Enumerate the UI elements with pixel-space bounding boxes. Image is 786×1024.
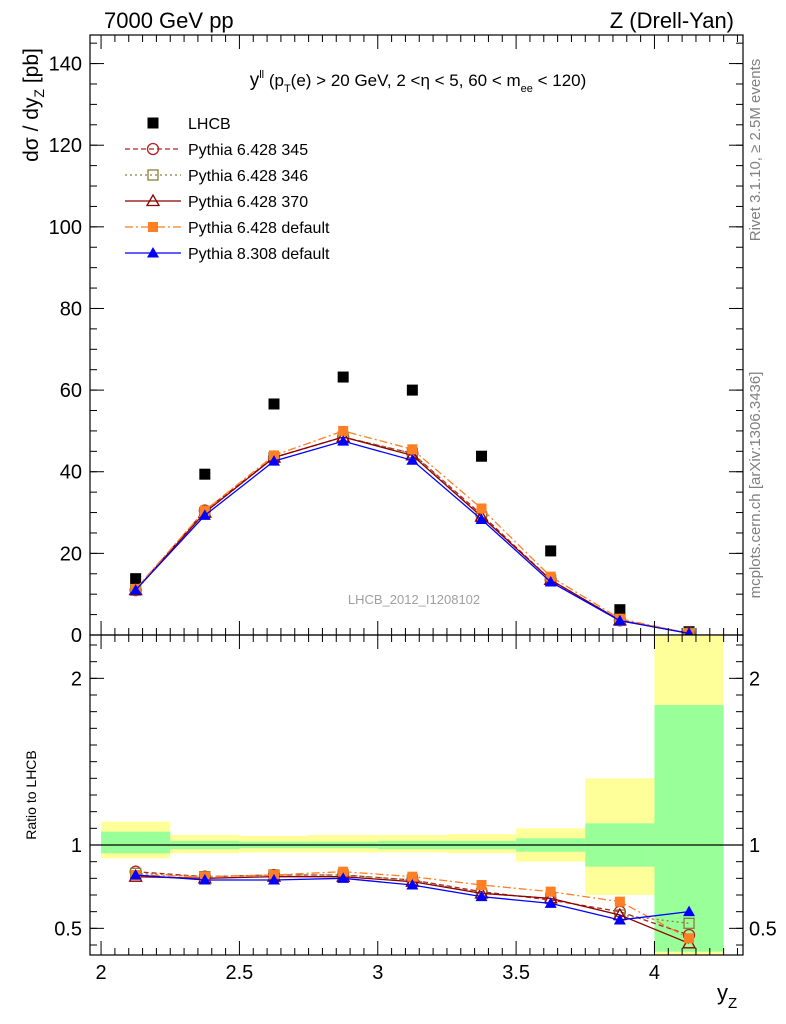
data-point-data <box>545 545 557 557</box>
ratio-point-p8 <box>406 879 419 890</box>
x-tick-label: 4 <box>649 962 660 984</box>
ratio-panel: 0.5 0.5 1 1 2 2 2 2.5 3 3.5 4 Ratio to LHCB yZ <box>23 634 777 1012</box>
legend-entry-data: LHCB <box>147 116 231 133</box>
y-tick-label: 1 <box>71 835 82 857</box>
y-tick-label: 80 <box>60 298 82 320</box>
legend-marker <box>148 222 158 232</box>
y-tick-label: 120 <box>49 135 82 157</box>
data-point-pdef <box>476 503 487 514</box>
y-tick-label: 20 <box>60 543 82 565</box>
legend-marker <box>145 193 161 207</box>
mcplots-label: mcplots.cern.ch [arXiv:1306.3436] <box>747 372 764 599</box>
legend-entry-p345: Pythia 6.428 345 <box>125 142 308 159</box>
main-plot-area <box>128 371 697 640</box>
legend-label: Pythia 6.428 345 <box>188 142 308 159</box>
data-point-p8 <box>337 435 350 446</box>
legend: LHCB Pythia 6.428 345 Pythia 6.428 346 Pyth… <box>125 116 330 263</box>
y-tick-label: 0 <box>71 625 82 647</box>
ratio-point-p346 <box>683 917 695 929</box>
legend-marker <box>147 117 159 129</box>
ratio-point-p8 <box>337 872 350 883</box>
y-tick-label: 2 <box>71 668 82 690</box>
data-point-p8 <box>268 455 281 466</box>
data-point-p8 <box>198 509 211 520</box>
legend-entry-pdef: Pythia 6.428 default <box>125 220 330 237</box>
data-point-data <box>199 468 211 480</box>
data-point-data <box>406 384 418 396</box>
legend-marker <box>147 247 159 258</box>
y-tick-label: 140 <box>49 54 82 76</box>
legend-label: Pythia 6.428 346 <box>188 168 308 185</box>
ratio-point-pdef <box>407 871 418 882</box>
ratio-point-p8 <box>198 874 211 885</box>
y-tick-label: 2 <box>749 668 760 690</box>
ratio-point-pdef <box>476 880 487 890</box>
x-tick-label: 3 <box>372 962 383 984</box>
ratio-point-pdef <box>684 933 695 944</box>
ratio-point-p8 <box>129 869 142 880</box>
ratio-series-p8 <box>129 869 696 925</box>
main-ylabel: dσ / dyZ [pb] <box>20 48 47 162</box>
x-tick-label: 3.5 <box>502 962 530 984</box>
y-tick-label: 0.5 <box>54 918 82 940</box>
ratio-point-p8 <box>268 874 281 885</box>
ratio-point-p8 <box>544 897 557 908</box>
y-tick-label: 0.5 <box>749 918 777 940</box>
series-p8 <box>129 435 696 638</box>
ratio-plot-area <box>90 635 743 955</box>
ratio-point-pdef <box>545 886 556 897</box>
data-point-data <box>130 573 142 585</box>
data-point-data <box>614 604 626 616</box>
legend-label: Pythia 6.428 370 <box>188 194 308 211</box>
legend-marker <box>146 142 160 156</box>
legend-label: Pythia 8.308 default <box>188 246 330 263</box>
data-point-data <box>476 450 488 462</box>
y-tick-label: 1 <box>749 835 760 857</box>
main-axes: 0 20 40 60 80 100 120 140 <box>49 35 743 647</box>
data-point-p8 <box>129 584 142 595</box>
legend-marker <box>147 169 159 181</box>
y-tick-label: 60 <box>60 380 82 402</box>
legend-entry-p370: Pythia 6.428 370 <box>125 193 308 211</box>
y-tick-label: 100 <box>49 217 82 239</box>
legend-entry-p8: Pythia 8.308 default <box>125 246 330 263</box>
y-tick-label: 40 <box>60 462 82 484</box>
main-panel: 0 20 40 60 80 100 120 140 yll (pT(e) > 20 GeV, … <box>20 34 744 647</box>
ratio-point-pdef <box>338 866 349 877</box>
data-point-p8 <box>406 454 419 465</box>
uncertainty-band-inner <box>101 831 171 854</box>
main-title: yll (pT(e) > 20 GeV, 2 <η < 5, 60 < mee … <box>250 69 587 95</box>
ratio-axes: 0.5 0.5 1 1 2 2 2 2.5 3 3.5 4 <box>54 635 777 984</box>
watermark: LHCB_2012_I1208102 <box>348 592 480 607</box>
x-tick-label: 2 <box>96 962 107 984</box>
data-point-data <box>268 398 280 410</box>
ratio-point-p8 <box>683 905 696 917</box>
legend-label: LHCB <box>188 116 231 133</box>
rivet-label: Rivet 3.1.10, ≥ 2.5M events <box>747 59 764 242</box>
header-left: 7000 GeV pp <box>104 8 234 33</box>
data-point-p8 <box>475 513 488 524</box>
data-point-data <box>337 371 349 383</box>
x-tick-label: 2.5 <box>226 962 254 984</box>
ratio-point-p8 <box>475 890 488 902</box>
legend-entry-p346: Pythia 6.428 346 <box>125 168 308 185</box>
header-right: Z (Drell-Yan) <box>610 8 734 33</box>
data-point-pdef <box>338 425 349 436</box>
ratio-ylabel: Ratio to LHCB <box>23 750 39 839</box>
data-point-pdef <box>407 444 418 455</box>
legend-label: Pythia 6.428 default <box>188 220 330 237</box>
ratio-point-p8 <box>613 914 626 925</box>
x-axis-label: yZ <box>717 980 737 1012</box>
ratio-point-pdef <box>614 896 625 907</box>
data-point-p8 <box>613 614 626 626</box>
data-point-p8 <box>544 575 557 587</box>
